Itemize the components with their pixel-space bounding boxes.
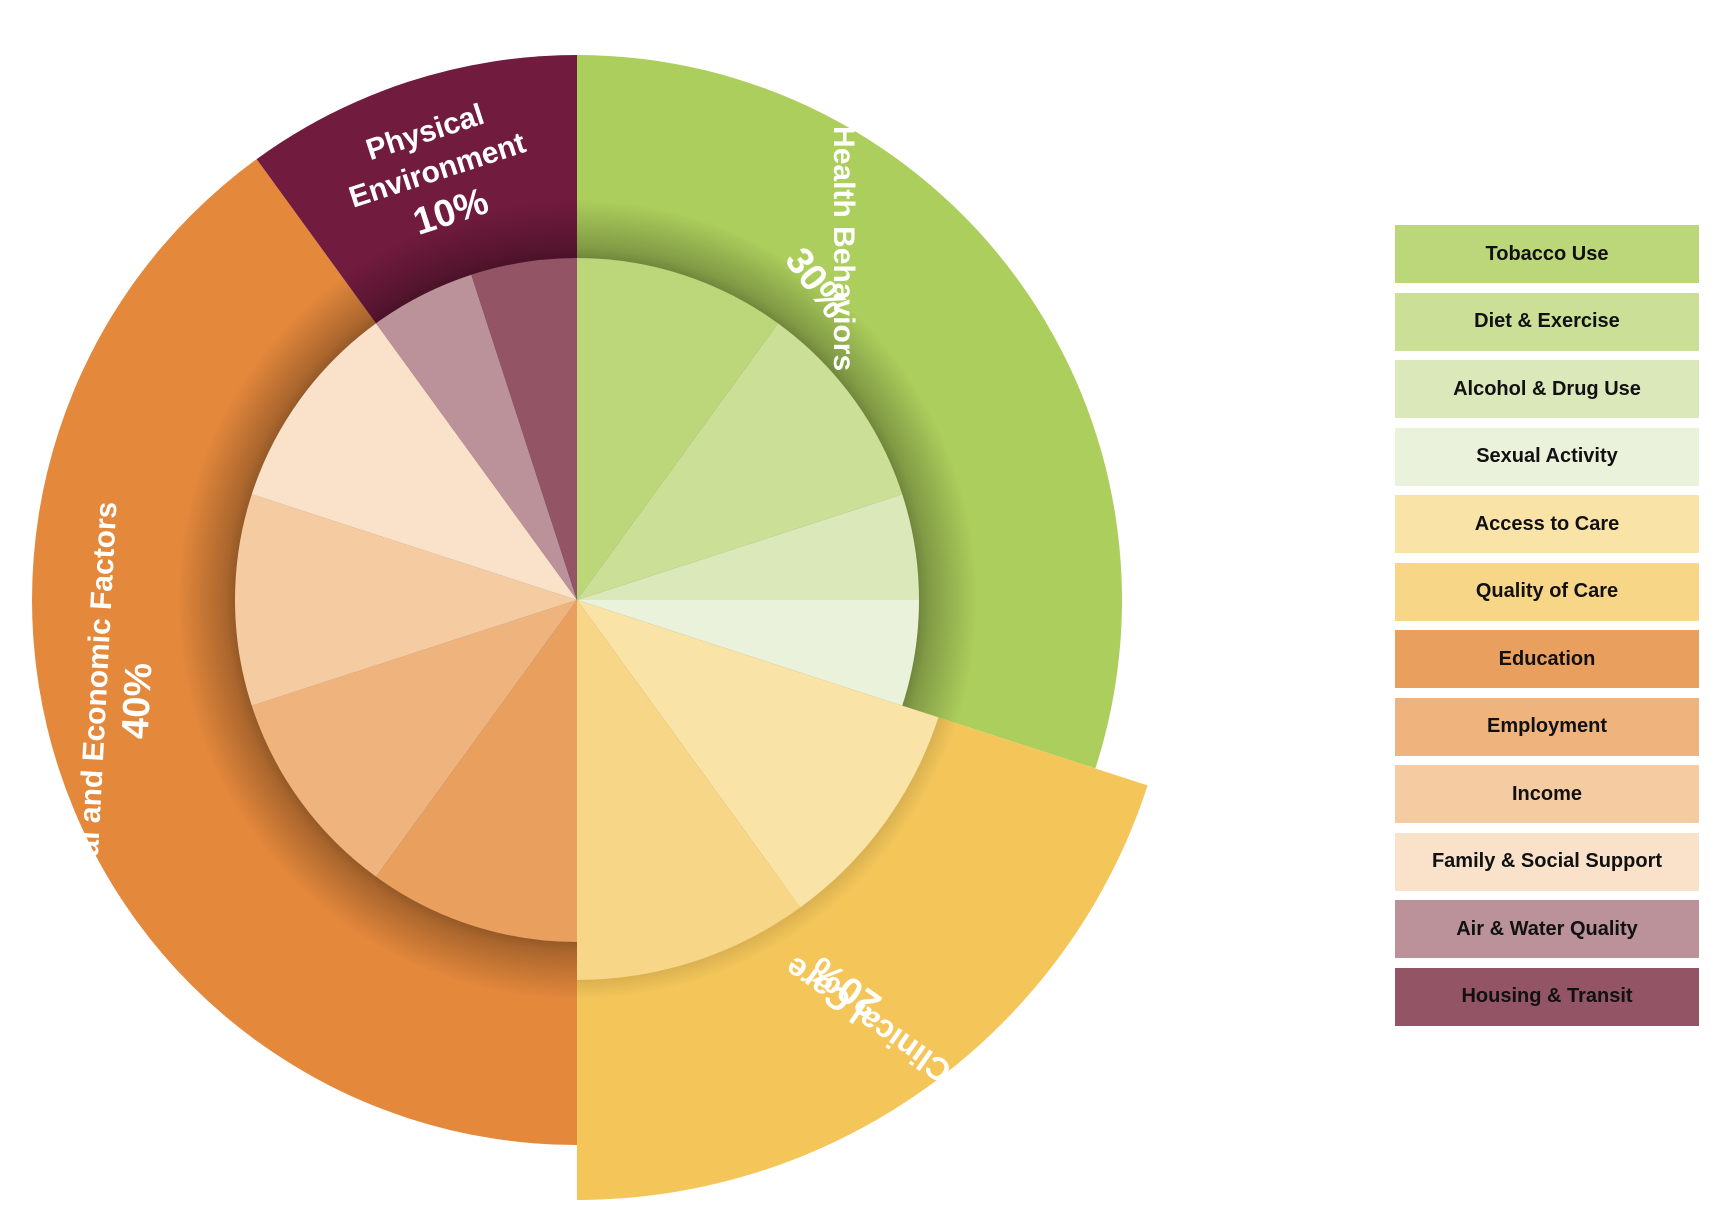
inner-slice-employment <box>251 600 578 877</box>
inner-slice-family-and-social-support <box>251 323 578 600</box>
legend-item-air-and-water-quality: Air & Water Quality <box>1395 900 1699 958</box>
inner-slice-air-and-water-quality <box>375 274 577 600</box>
inner-slice-diet-and-exercise <box>577 323 903 600</box>
legend-item-employment: Employment <box>1395 697 1699 756</box>
legend: Tobacco Use Diet & Exercise Alcohol & Drug… <box>1395 225 1699 1035</box>
inner-slice-income <box>235 494 577 706</box>
legend-item-housing-and-transit: Housing & Transit <box>1395 967 1699 1026</box>
inner-slice-access-to-care <box>577 600 939 908</box>
inner-ring <box>235 258 939 980</box>
legend-item-access-to-care: Access to Care <box>1395 495 1699 553</box>
inner-slice-sexual-activity <box>577 600 919 706</box>
inner-slice-tobacco-use <box>577 258 779 600</box>
label-health-behaviors: Health Behaviors <box>827 126 860 371</box>
inner-slice-education <box>375 600 577 942</box>
legend-item-alcohol-and-drug-use: Alcohol & Drug Use <box>1395 360 1699 418</box>
legend-item-income: Income <box>1395 765 1699 823</box>
inner-slice-housing-and-transit <box>471 258 577 600</box>
label-social-and-economic-factors-pct: 40% <box>115 662 161 740</box>
legend-item-quality-of-care: Quality of Care <box>1395 562 1699 621</box>
legend-item-tobacco-use: Tobacco Use <box>1395 225 1699 283</box>
legend-item-family-and-social-support: Family & Social Support <box>1395 832 1699 891</box>
inner-slice-alcohol-and-drug-use <box>577 494 919 600</box>
legend-item-diet-and-exercise: Diet & Exercise <box>1395 292 1699 351</box>
legend-item-sexual-activity: Sexual Activity <box>1395 427 1699 486</box>
inner-slice-quality-of-care <box>577 600 801 980</box>
legend-item-education: Education <box>1395 630 1699 688</box>
